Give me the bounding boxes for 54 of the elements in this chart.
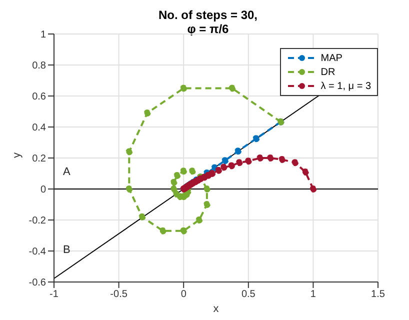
legend-label: λ = 1, μ = 3 xyxy=(320,80,371,92)
point xyxy=(215,166,222,174)
point xyxy=(203,201,210,208)
legend-label: MAP xyxy=(320,52,342,64)
y-tick-label: -0.6 xyxy=(28,278,46,289)
x-tick-label: 1 xyxy=(310,289,316,300)
chart-subtitle: φ = π/6 xyxy=(187,22,229,36)
x-tick-label: 0 xyxy=(180,289,187,300)
point xyxy=(292,159,299,166)
y-tick-label: -0.4 xyxy=(28,246,46,258)
point xyxy=(180,227,188,234)
x-axis-title: x xyxy=(213,303,220,315)
point xyxy=(302,168,309,176)
point xyxy=(244,158,252,165)
point xyxy=(196,216,203,224)
point xyxy=(236,159,243,166)
y-tick-label: 1 xyxy=(40,30,46,41)
x-tick-label: 0.5 xyxy=(241,289,256,300)
y-tick-label: 0.4 xyxy=(32,122,46,134)
point xyxy=(159,227,166,234)
y-tick-label: -0.2 xyxy=(28,216,46,227)
chart-title: No. of steps = 30, xyxy=(157,8,259,22)
y-tick-label: 0.2 xyxy=(32,154,46,165)
point xyxy=(222,157,229,164)
y-tick-label: 0.6 xyxy=(32,92,46,103)
point xyxy=(180,168,188,175)
y-tick-label: 0.8 xyxy=(32,60,46,72)
annotation: A xyxy=(63,166,70,178)
point xyxy=(266,154,274,162)
y-axis-title: y xyxy=(10,152,23,158)
point xyxy=(170,178,178,186)
point xyxy=(138,213,146,220)
point xyxy=(234,148,242,155)
x-tick-label: -0.5 xyxy=(110,289,128,300)
point xyxy=(256,154,264,162)
annotation: B xyxy=(63,244,70,256)
x-tick-label: -1 xyxy=(50,289,59,300)
y-tick-label: 0 xyxy=(40,184,46,196)
point xyxy=(126,148,133,156)
point xyxy=(203,186,210,192)
point xyxy=(170,186,178,192)
point xyxy=(228,162,236,170)
point xyxy=(188,168,196,175)
legend-label: DR xyxy=(320,66,336,78)
point xyxy=(144,110,151,117)
point xyxy=(228,84,236,92)
x-tick-label: 1.5 xyxy=(371,289,386,300)
point xyxy=(174,172,181,180)
point xyxy=(278,156,286,164)
point xyxy=(220,164,228,171)
point xyxy=(310,186,317,192)
point xyxy=(126,186,133,192)
point xyxy=(180,84,188,92)
point xyxy=(252,135,260,142)
